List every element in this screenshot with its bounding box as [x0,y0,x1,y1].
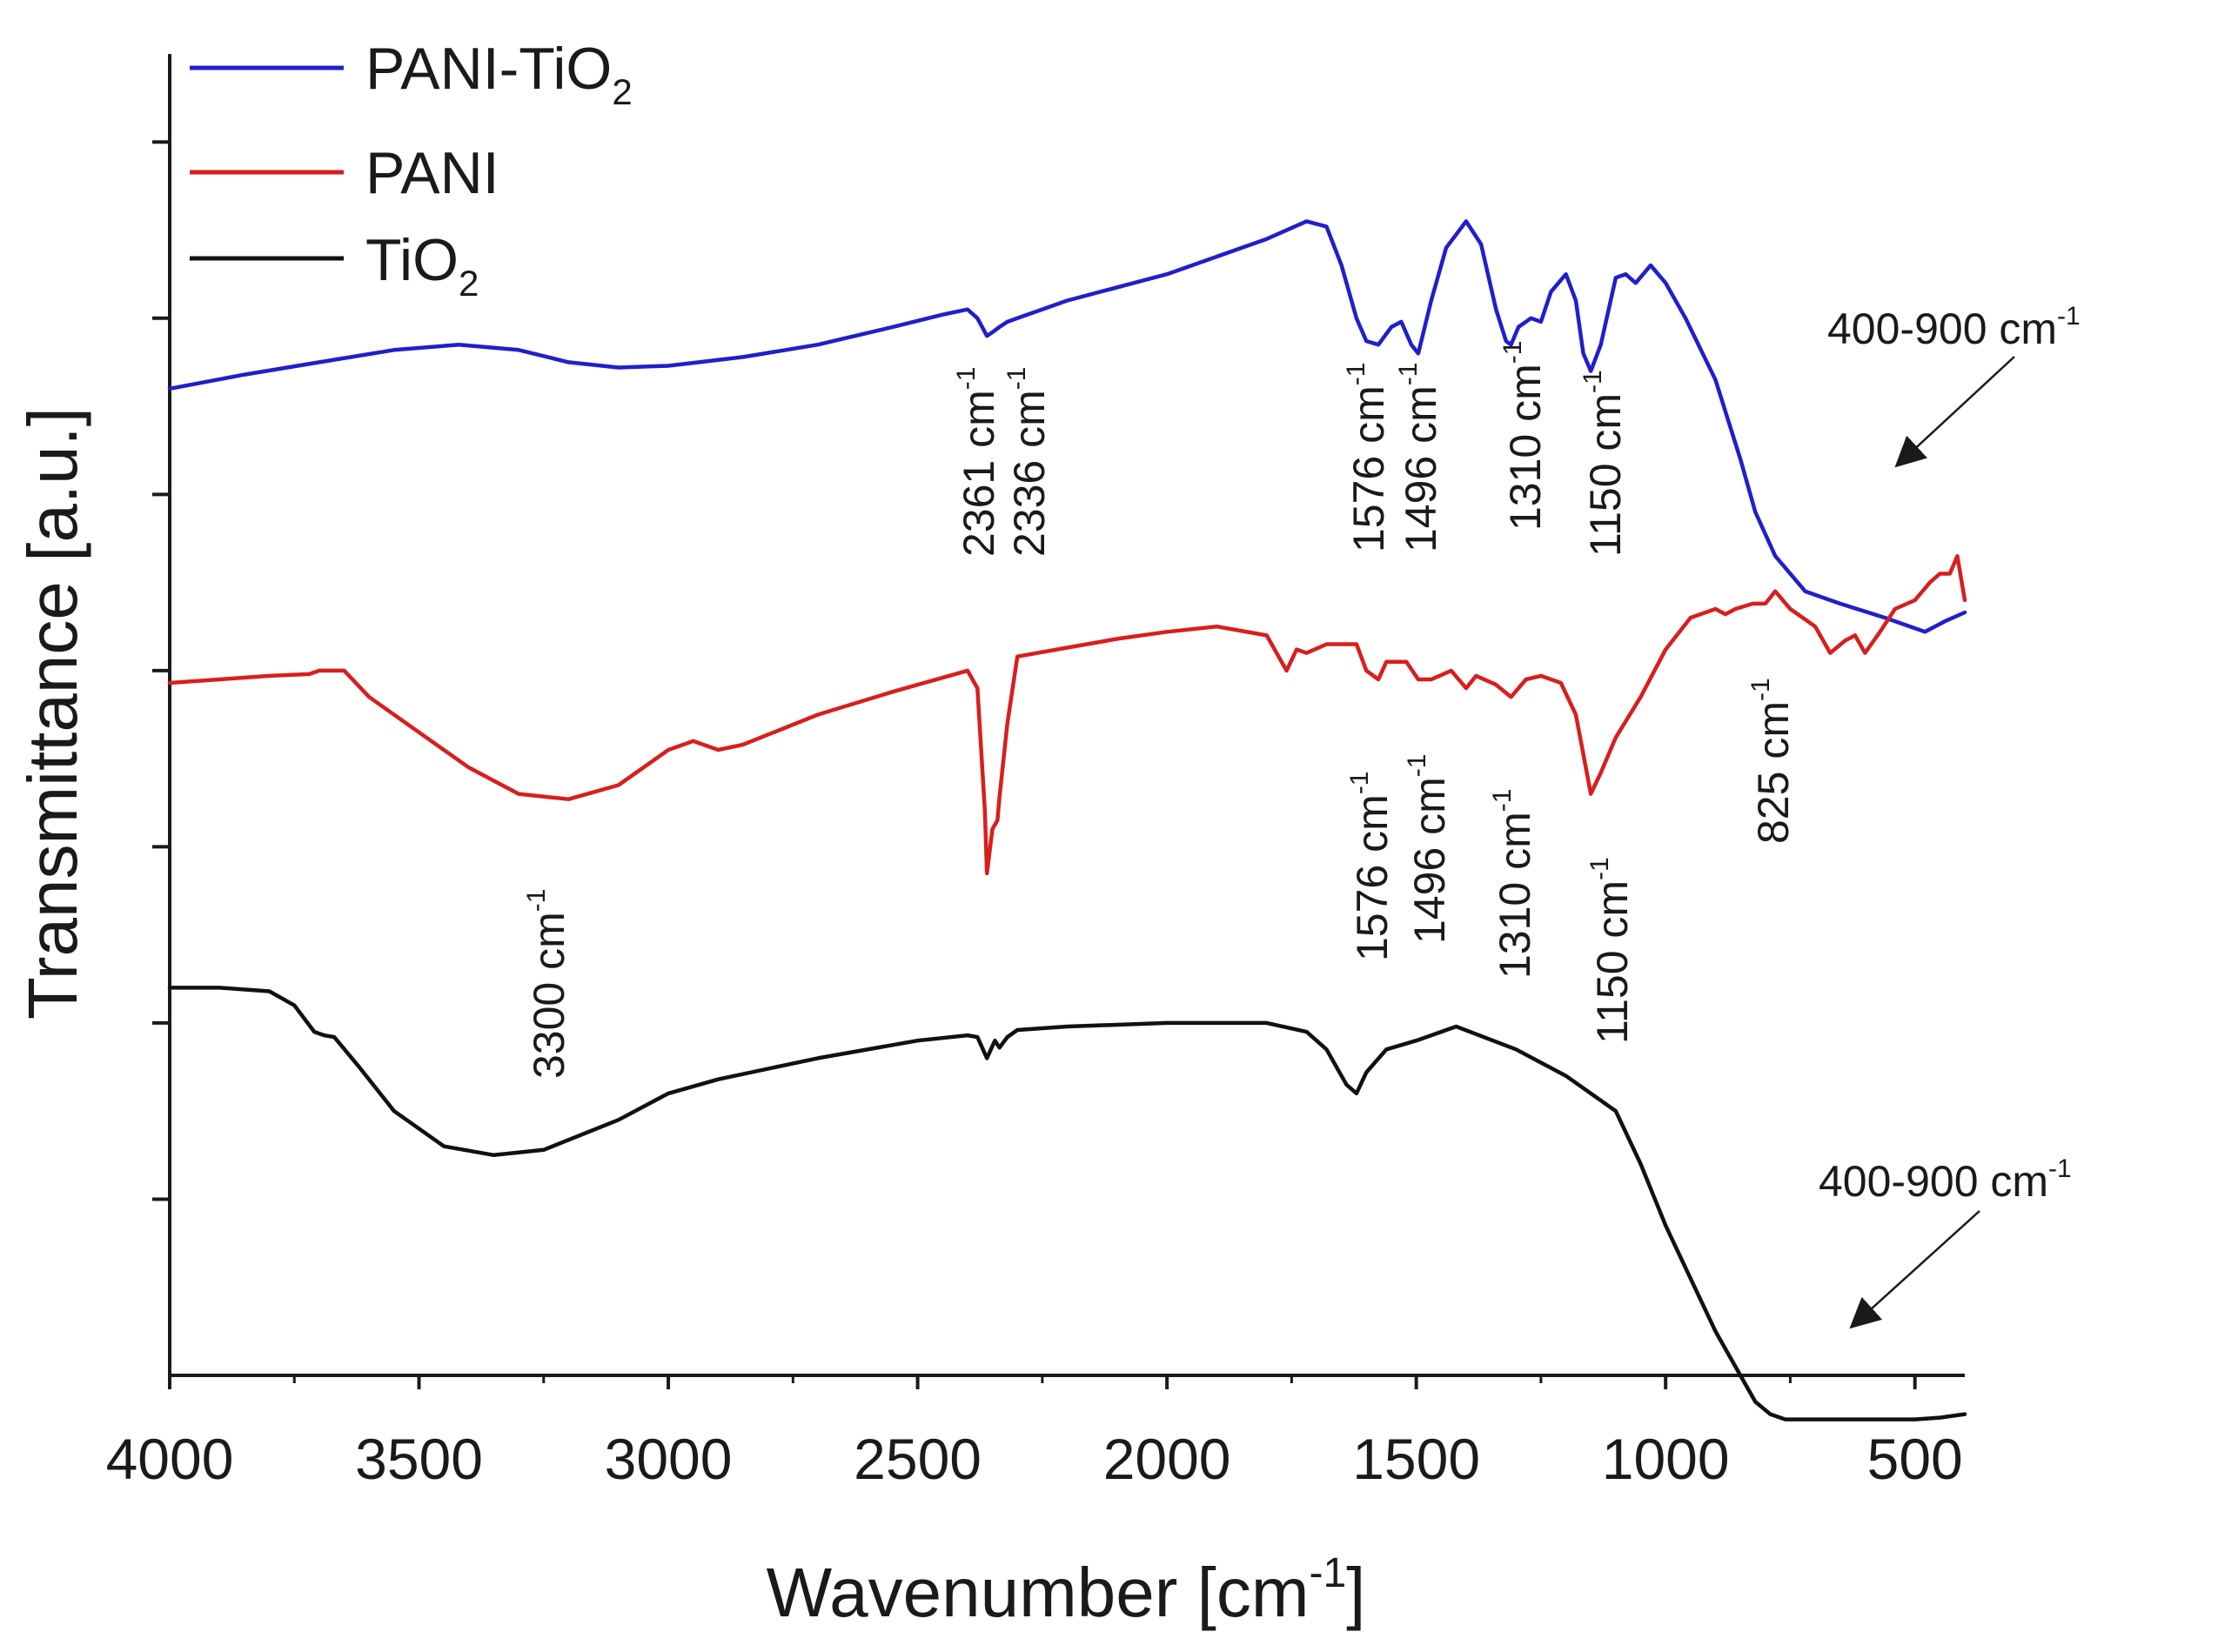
x-axis-title-close: ] [1346,1554,1365,1631]
annotation-pani-3300: 3300 cm-1 [522,889,573,1079]
annotation-pani-tio2-1496: 1496 cm-1 [1394,363,1445,552]
x-tick-label-500: 500 [1867,1427,1963,1491]
annotation-pani-1576: 1576 cm-1 [1345,772,1397,961]
x-axis-ticks [168,1375,1917,1389]
y-axis-title: Transmittance [a.u.] [14,407,91,1020]
y-axis-ticks [152,140,170,1201]
legend-label-tio2: TiO2 [365,227,479,304]
x-axis-title-sup: -1 [1309,1550,1346,1596]
annotation-pani-tio2-2336: 2336 cm-1 [1002,367,1054,557]
series-layer [167,219,1967,1421]
x-axis-tick-labels: 4000 3500 3000 2500 2000 1500 1000 500 [106,1427,1963,1491]
series-line-tio2 [167,986,1967,1421]
legend: PANI-TiO2 PANI TiO2 [190,36,633,304]
annotation-pani-tio2-400-900: 400-900 cm-1 [1827,302,2081,353]
annotation-arrow-tio2 [1849,1210,1980,1329]
annotation-arrow-pani-tio2 [1894,356,2015,468]
annotation-pani-tio2-1150: 1150 cm-1 [1578,370,1630,557]
x-axis-title-main: Wavenumber [cm [767,1554,1310,1631]
x-tick-label-4000: 4000 [106,1427,234,1491]
x-tick-label-2500: 2500 [854,1427,982,1491]
annotations-tio2: 400-900 cm-1 [1819,1154,2072,1329]
series-line-pani [167,553,1967,876]
annotation-pani-tio2-1310: 1310 cm-1 [1498,341,1550,531]
annotations-pani: 3300 cm-1 1576 cm-1 1496 cm-1 1310 cm-1 … [522,678,1798,1079]
x-tick-label-1500: 1500 [1352,1427,1480,1491]
legend-label-pani-tio2: PANI-TiO2 [365,36,633,112]
annotation-pani-1150: 1150 cm-1 [1585,857,1637,1044]
x-tick-label-2000: 2000 [1103,1427,1231,1491]
x-axis-title: Wavenumber [cm-1] [767,1550,1366,1631]
annotation-pani-825: 825 cm-1 [1746,678,1798,844]
series-line-pani-tio2 [167,219,1967,634]
annotation-pani-tio2-2361: 2361 cm-1 [952,367,1003,557]
x-tick-label-3500: 3500 [355,1427,483,1491]
x-tick-label-1000: 1000 [1602,1427,1730,1491]
annotation-pani-1310: 1310 cm-1 [1488,789,1539,979]
annotations-pani-tio2: 2361 cm-1 2336 cm-1 1576 cm-1 1496 cm-1 … [952,302,2081,557]
legend-label-pani: PANI [365,140,499,206]
x-tick-label-3000: 3000 [605,1427,733,1491]
annotation-pani-tio2-1576: 1576 cm-1 [1342,363,1393,552]
annotation-pani-1496: 1496 cm-1 [1403,754,1454,944]
annotation-tio2-400-900: 400-900 cm-1 [1819,1154,2072,1206]
